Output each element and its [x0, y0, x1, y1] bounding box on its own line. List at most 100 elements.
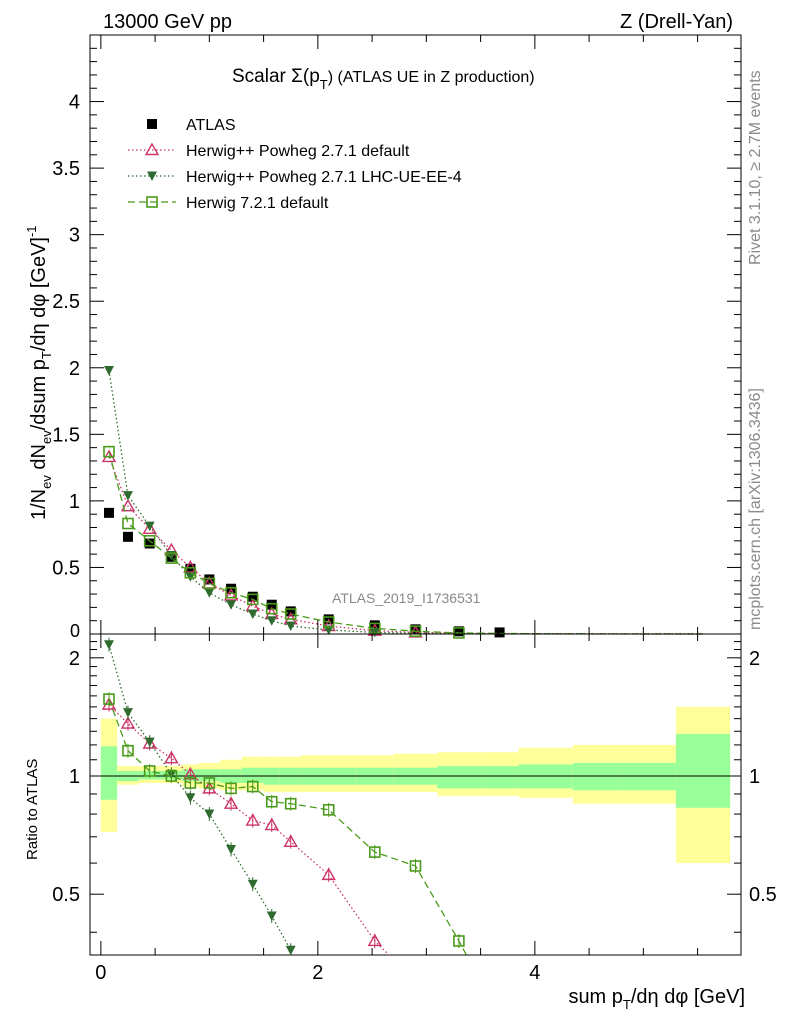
ratio-band-inner [480, 766, 519, 789]
ratio-data-point [122, 708, 133, 718]
ratio-ytick-label-right: 0.5 [749, 884, 777, 906]
ratio-data-point [321, 867, 336, 881]
ratio-data-point [144, 737, 155, 748]
main-data-point [122, 531, 133, 542]
main-data-point [323, 625, 334, 636]
main-data-point [494, 627, 505, 638]
main-data-point [247, 591, 258, 602]
main-data-point [122, 517, 134, 530]
ratio-data-point [247, 879, 258, 890]
main-series-line [108, 456, 704, 635]
ratio-ylabel: Ratio to ATLAS [24, 759, 41, 860]
main-ytick-label: 2 [69, 358, 80, 380]
main-title: Scalar Σ(pT) (ATLAS UE in Z production) [232, 66, 535, 92]
ratio-xtick-label: 0 [95, 962, 106, 984]
ratio-data-point [322, 804, 335, 816]
main-data-point [103, 507, 114, 518]
main-ytick-label: 0.5 [52, 557, 80, 579]
ratio-data-point [245, 813, 260, 826]
ratio-data-point [122, 744, 134, 757]
ratio-data-point [453, 935, 465, 947]
main-data-point [322, 616, 335, 628]
legend-label: Herwig 7.2.1 default [186, 195, 329, 212]
ratio-band-inner [241, 767, 264, 783]
ratio-data-point [103, 693, 115, 705]
main-ytick-label: 3.5 [52, 158, 80, 180]
x-axis-label-sub: T [623, 997, 631, 1012]
ratio-data-point [165, 770, 178, 782]
ratio-data-point [367, 933, 383, 947]
main-data-point [225, 586, 237, 599]
legend-marker [146, 196, 158, 208]
main-data-point [226, 600, 237, 610]
main-series-line [108, 451, 704, 635]
ratio-data-point [226, 844, 237, 855]
ratio-xtick-label: 2 [312, 962, 323, 984]
main-data-point [266, 599, 277, 610]
ratio-series-herwig-7-2-1-default [103, 692, 468, 955]
ratio-frame [89, 633, 742, 956]
main-data-point [144, 521, 155, 532]
ratio-data-point [264, 817, 279, 831]
main-data-point [103, 365, 114, 376]
main-data-point [285, 606, 296, 617]
ratio-uncertainty-bands [90, 706, 741, 864]
ratio-data-point [285, 945, 296, 955]
ratio-band-inner [198, 769, 221, 782]
ratio-ytick-label: 1 [69, 766, 80, 788]
main-data-point [265, 602, 278, 615]
ratio-data-point [369, 846, 381, 858]
legend-label: Herwig++ Powheg 2.7.1 default [186, 143, 410, 160]
main-ytick-label: 0 [70, 621, 80, 641]
ratio-data-point [409, 860, 422, 872]
main-data-point [120, 498, 136, 512]
main-data-point [409, 625, 422, 638]
legend-marker [144, 142, 160, 156]
ratio-band-inner [572, 762, 622, 791]
mcplots-reference: mcplots.cern.ch [arXiv:1306.3436] [747, 388, 764, 630]
ratio-data-point [266, 911, 277, 921]
main-data-point [165, 552, 178, 564]
main-series-herwig-powheg-2-7-1-default [101, 449, 704, 638]
main-data-point [369, 622, 381, 635]
main-data-point [266, 616, 277, 626]
main-data-point [143, 535, 156, 547]
ratio-band-inner [621, 762, 676, 791]
main-ylabel: 1/Nev dNev/dsum pT/dη dφ [GeV]-1 [24, 225, 54, 520]
ratio-data-point [120, 716, 136, 729]
ratio-series-line [108, 644, 292, 951]
main-data-point [142, 521, 157, 535]
ratio-data-point [103, 640, 114, 650]
main-data-point [410, 624, 421, 635]
ratio-data-point [185, 793, 196, 803]
legend-marker [147, 171, 157, 181]
main-title-tail: ) (ATLAS UE in Z production) [328, 69, 535, 86]
main-data-point [284, 608, 297, 620]
main-ytick-label: 1.5 [52, 424, 80, 446]
main-data-point [185, 563, 196, 574]
ratio-data-point [225, 782, 237, 795]
main-data-point [247, 609, 258, 620]
main-data-point [223, 587, 239, 601]
ratio-data-point [265, 795, 278, 808]
ratio-panel: 0.5 0.5 1 1 2 2 0 2 4 [52, 633, 777, 984]
ratio-ytick-label-right: 1 [749, 766, 760, 788]
ratio-xtick-label: 4 [529, 962, 540, 984]
legend-label: Herwig++ Powheg 2.7.1 LHC-UE-EE-4 [186, 169, 462, 186]
rivet-version: Rivet 3.1.10, ≥ 2.7M events [747, 70, 764, 265]
x-axis-label-tail: /dη dφ [GeV] [631, 986, 745, 1008]
ratio-data-point [284, 797, 297, 810]
main-data-point [144, 538, 155, 549]
ratio-ytick-label: 0.5 [52, 884, 80, 906]
main-data-point [453, 627, 465, 639]
main-data-point [184, 566, 197, 579]
legend-marker [147, 119, 157, 129]
x-axis-label-part1: sum p [568, 986, 622, 1008]
legend-label: ATLAS [186, 117, 236, 134]
legend: ATLAS Herwig++ Powheg 2.7.1 default Herwig… [128, 117, 462, 212]
ratio-band-inner [675, 733, 731, 808]
main-series-atlas [103, 507, 505, 638]
header-right: Z (Drell-Yan) [620, 11, 733, 33]
main-data-point [204, 588, 215, 598]
